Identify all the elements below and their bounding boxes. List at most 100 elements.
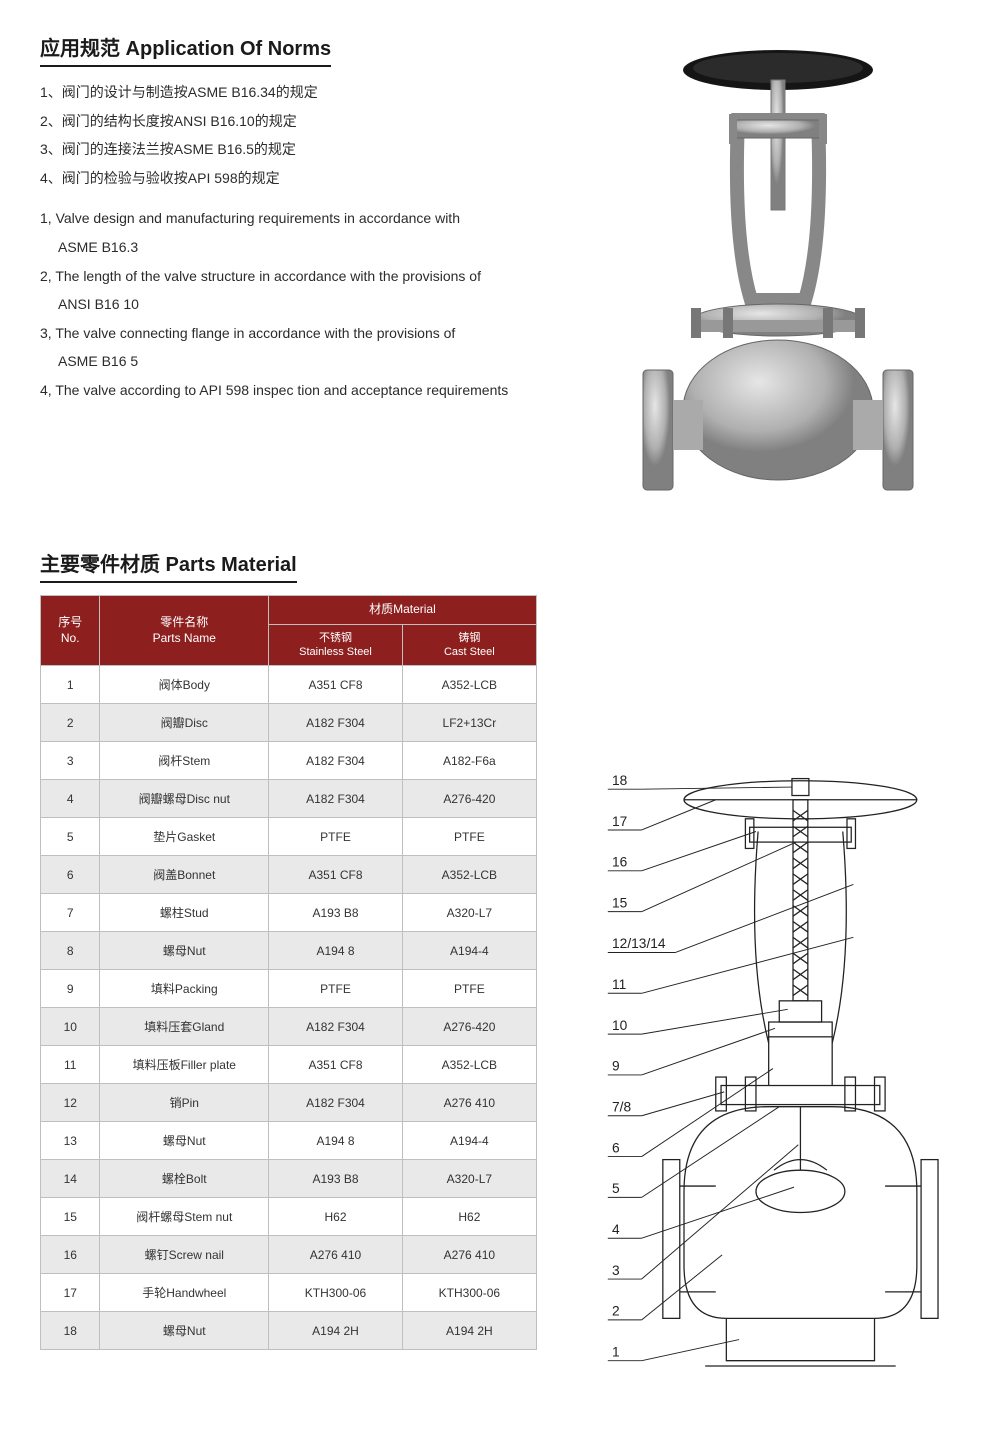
- table-cell: 阀瓣Disc: [100, 704, 269, 742]
- norms-en-item: 4, The valve according to API 598 inspec…: [40, 377, 572, 404]
- table-row: 10填料压套GlandA182 F304A276-420: [41, 1008, 537, 1046]
- table-cell: A193 B8: [269, 1160, 403, 1198]
- table-row: 3阀杆StemA182 F304A182-F6a: [41, 742, 537, 780]
- table-cell: 14: [41, 1160, 100, 1198]
- norms-zh-item: 3、阀门的连接法兰按ASME B16.5的规定: [40, 136, 572, 163]
- table-cell: 填料Packing: [100, 970, 269, 1008]
- diagram-callout-label: 7/8: [612, 1100, 631, 1115]
- table-row: 18螺母NutA194 2HA194 2H: [41, 1312, 537, 1350]
- table-cell: A182-F6a: [402, 742, 536, 780]
- parts-heading: 主要零件材质 Parts Material: [40, 548, 297, 583]
- table-cell: 1: [41, 666, 100, 704]
- th-cs-zh: 铸钢: [458, 632, 480, 644]
- table-row: 14螺栓BoltA193 B8A320-L7: [41, 1160, 537, 1198]
- parts-table: 序号 No. 零件名称 Parts Name 材质Material 不锈钢 St…: [40, 595, 537, 1350]
- diagram-callout-label: 9: [612, 1059, 620, 1074]
- table-cell: 螺钉Screw nail: [100, 1236, 269, 1274]
- table-row: 2阀瓣DiscA182 F304LF2+13Cr: [41, 704, 537, 742]
- table-cell: A320-L7: [402, 1160, 536, 1198]
- norms-list-zh: 1、阀门的设计与制造按ASME B16.34的规定 2、阀门的结构长度按ANSI…: [40, 79, 572, 191]
- table-cell: 阀盖Bonnet: [100, 856, 269, 894]
- table-cell: A276-420: [402, 1008, 536, 1046]
- table-cell: KTH300-06: [269, 1274, 403, 1312]
- table-cell: A182 F304: [269, 742, 403, 780]
- table-row: 12销PinA182 F304A276 410: [41, 1084, 537, 1122]
- table-cell: 螺母Nut: [100, 1122, 269, 1160]
- th-no-zh: 序号: [58, 615, 82, 629]
- diagram-callout-label: 1: [612, 1344, 620, 1359]
- table-cell: 填料压套Gland: [100, 1008, 269, 1046]
- table-row: 6阀盖BonnetA351 CF8A352-LCB: [41, 856, 537, 894]
- table-cell: 11: [41, 1046, 100, 1084]
- table-cell: 螺母Nut: [100, 1312, 269, 1350]
- table-row: 5垫片GasketPTFEPTFE: [41, 818, 537, 856]
- th-name-en: Parts Name: [153, 631, 216, 645]
- norms-en-sub: ANSI B16 10: [40, 291, 572, 318]
- table-cell: A351 CF8: [269, 856, 403, 894]
- diagram-callout-label: 16: [612, 855, 628, 870]
- norms-en-item: 1, Valve design and manufacturing requir…: [40, 205, 572, 232]
- norms-heading: 应用规范 Application Of Norms: [40, 32, 331, 67]
- th-mat-en: Material: [393, 602, 436, 616]
- table-cell: A182 F304: [269, 780, 403, 818]
- table-cell: 3: [41, 742, 100, 780]
- table-cell: 阀杆螺母Stem nut: [100, 1198, 269, 1236]
- valve-photo: [633, 40, 923, 520]
- table-cell: 8: [41, 932, 100, 970]
- table-row: 11填料压板Filler plateA351 CF8A352-LCB: [41, 1046, 537, 1084]
- th-mat-zh: 材质: [369, 602, 393, 616]
- table-cell: 16: [41, 1236, 100, 1274]
- table-cell: 9: [41, 970, 100, 1008]
- table-cell: 销Pin: [100, 1084, 269, 1122]
- table-cell: 17: [41, 1274, 100, 1312]
- table-cell: 填料压板Filler plate: [100, 1046, 269, 1084]
- table-cell: 13: [41, 1122, 100, 1160]
- table-row: 17手轮HandwheelKTH300-06KTH300-06: [41, 1274, 537, 1312]
- th-no-en: No.: [61, 631, 80, 645]
- table-cell: 6: [41, 856, 100, 894]
- table-cell: 螺母Nut: [100, 932, 269, 970]
- table-cell: 18: [41, 1312, 100, 1350]
- norms-en-sub: ASME B16 5: [40, 348, 572, 375]
- table-cell: PTFE: [402, 818, 536, 856]
- norms-en-item: 3, The valve connecting flange in accord…: [40, 320, 572, 347]
- diagram-callout-label: 12/13/14: [612, 936, 666, 951]
- diagram-callout-label: 2: [612, 1304, 620, 1319]
- table-row: 1阀体BodyA351 CF8A352-LCB: [41, 666, 537, 704]
- diagram-callout-label: 10: [612, 1018, 628, 1033]
- th-ss-en: Stainless Steel: [299, 646, 372, 658]
- diagram-callout-label: 3: [612, 1263, 620, 1278]
- diagram-callout-label: 11: [612, 977, 626, 992]
- diagram-callout-label: 18: [612, 773, 628, 788]
- table-cell: A276 410: [402, 1236, 536, 1274]
- norms-zh-item: 1、阀门的设计与制造按ASME B16.34的规定: [40, 79, 572, 106]
- table-cell: A194 8: [269, 932, 403, 970]
- table-cell: A194 2H: [402, 1312, 536, 1350]
- table-row: 9填料PackingPTFEPTFE: [41, 970, 537, 1008]
- table-cell: 10: [41, 1008, 100, 1046]
- norms-list-en: 1, Valve design and manufacturing requir…: [40, 205, 572, 403]
- table-cell: H62: [402, 1198, 536, 1236]
- table-cell: A276 410: [269, 1236, 403, 1274]
- table-cell: A182 F304: [269, 1008, 403, 1046]
- table-row: 7螺柱StudA193 B8A320-L7: [41, 894, 537, 932]
- table-cell: A194-4: [402, 932, 536, 970]
- table-cell: 12: [41, 1084, 100, 1122]
- th-ss-zh: 不锈钢: [319, 632, 352, 644]
- norms-zh-item: 2、阀门的结构长度按ANSI B16.10的规定: [40, 108, 572, 135]
- table-cell: 螺栓Bolt: [100, 1160, 269, 1198]
- table-cell: LF2+13Cr: [402, 704, 536, 742]
- table-cell: A194-4: [402, 1122, 536, 1160]
- table-cell: H62: [269, 1198, 403, 1236]
- table-cell: A352-LCB: [402, 856, 536, 894]
- table-row: 4阀瓣螺母Disc nutA182 F304A276-420: [41, 780, 537, 818]
- table-cell: PTFE: [269, 970, 403, 1008]
- table-cell: A194 8: [269, 1122, 403, 1160]
- table-cell: 螺柱Stud: [100, 894, 269, 932]
- th-name-zh: 零件名称: [160, 615, 208, 629]
- diagram-callout-label: 6: [612, 1140, 620, 1155]
- diagram-callout-label: 15: [612, 895, 628, 910]
- table-cell: 阀杆Stem: [100, 742, 269, 780]
- table-cell: 手轮Handwheel: [100, 1274, 269, 1312]
- norms-en-item: 2, The length of the valve structure in …: [40, 263, 572, 290]
